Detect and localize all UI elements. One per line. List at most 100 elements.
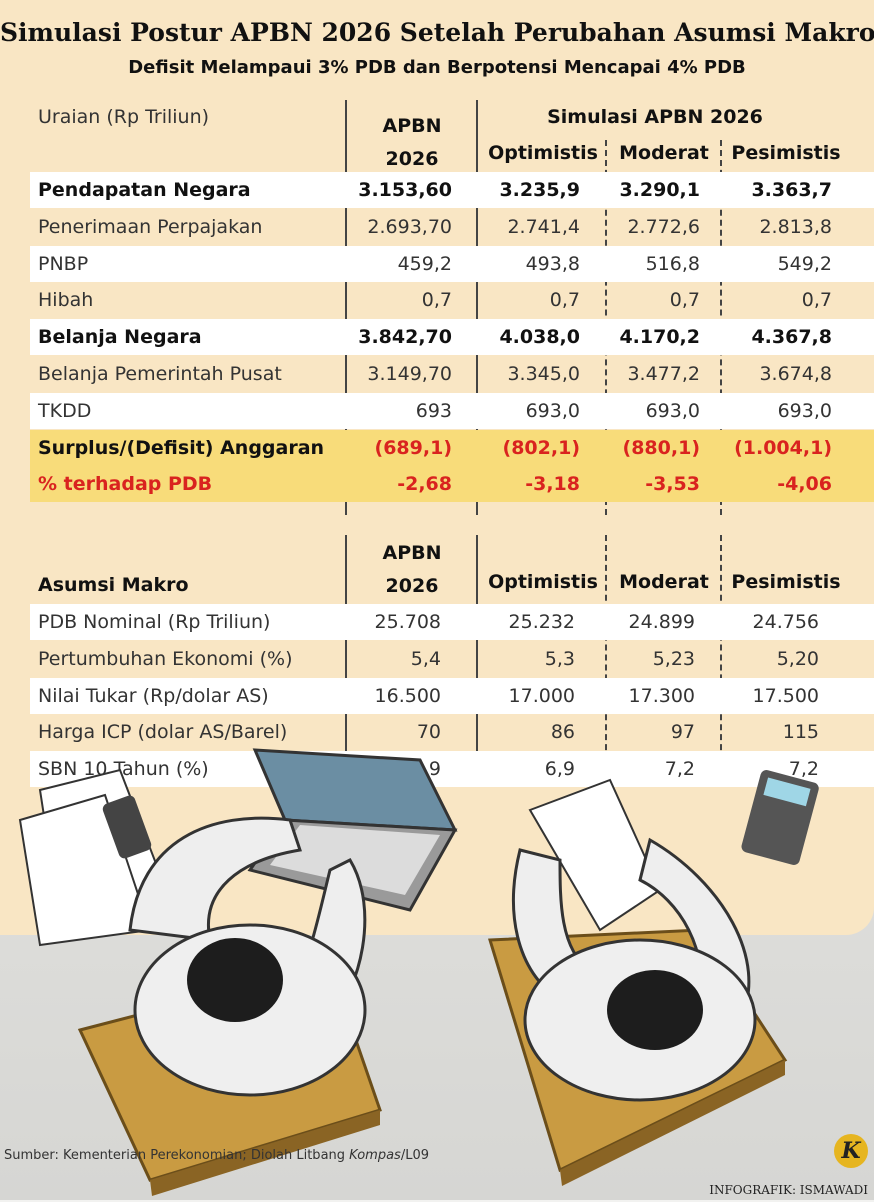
- column-header: Optimistis: [488, 142, 598, 164]
- illustration: [18, 748, 819, 1196]
- divider: [720, 535, 722, 780]
- source: Sumber: Kementerian Perekonomian; Diolah…: [4, 1144, 429, 1168]
- cell-value: 2.813,8: [759, 215, 832, 238]
- group-header: Simulasi APBN 2026: [547, 106, 763, 128]
- row-band: [30, 677, 874, 714]
- cell-value: (689,1): [374, 436, 452, 459]
- cell-value: 459,2: [397, 252, 452, 275]
- cell-value: 3.477,2: [627, 363, 700, 385]
- cell-value: 0,7: [549, 289, 580, 312]
- row-label: PDB Nominal (Rp Triliun): [38, 611, 271, 633]
- divider: [605, 535, 607, 780]
- divider: [345, 535, 347, 780]
- row-label: TKDD: [38, 399, 92, 422]
- title: Simulasi Postur APBN 2026 Setelah Peruba…: [0, 18, 874, 47]
- cell-value: 7,2: [664, 758, 695, 781]
- divider: [345, 100, 347, 515]
- row-label: Surplus/(Defisit) Anggaran: [38, 436, 325, 459]
- row-band: [30, 604, 874, 640]
- cell-value: 693,0: [777, 399, 832, 422]
- cell-value: 3.842,70: [358, 326, 452, 349]
- row-label: SBN 10 Tahun (%): [38, 758, 209, 781]
- credit: INFOGRAFIK: ISMAWADI: [709, 1183, 868, 1197]
- cell-value: 3.345,0: [507, 363, 580, 385]
- person-left: [128, 816, 367, 1097]
- cell-value: 493,8: [525, 252, 580, 275]
- cell-value: (880,1): [622, 436, 700, 459]
- cell-value: 549,2: [777, 252, 832, 275]
- cell-value: 25.232: [508, 611, 575, 633]
- cell-value: 115: [782, 721, 819, 744]
- row-label: Harga ICP (dolar AS/Barel): [38, 721, 288, 744]
- cell-value: -3,53: [645, 473, 700, 496]
- column-header: APBN 2026: [382, 542, 442, 597]
- subtitle: Defisit Melampaui 3% PDB dan Berpotensi …: [128, 57, 746, 78]
- cell-value: 4.367,8: [751, 326, 832, 349]
- column-header: APBN 2026: [382, 115, 442, 170]
- row-label: Hibah: [38, 289, 94, 312]
- cell-value: 7,2: [788, 758, 819, 781]
- column-header: Pesimistis: [731, 142, 841, 164]
- source-italic: Kompas: [349, 1148, 401, 1163]
- cell-value: -3,18: [525, 473, 580, 496]
- source-text: /L09: [400, 1148, 429, 1163]
- cell-value: 3.153,60: [358, 179, 452, 201]
- cell-value: 5,23: [652, 647, 695, 670]
- row-label: Nilai Tukar (Rp/dolar AS): [38, 684, 269, 707]
- cell-value: 24.756: [752, 611, 819, 633]
- cell-value: 17.000: [508, 684, 575, 707]
- row-band: [30, 429, 874, 467]
- cell-value: 25.708: [374, 611, 441, 633]
- cell-value: -4,06: [777, 473, 832, 496]
- row-label: Penerimaan Perpajakan: [38, 215, 263, 238]
- row-band: [30, 172, 874, 208]
- calculator: [741, 770, 819, 865]
- row-label: Pendapatan Negara: [38, 179, 251, 201]
- source-text: Sumber: Kementerian Perekonomian; Diolah…: [4, 1148, 350, 1163]
- divider: [476, 535, 478, 780]
- cell-value: 3.149,70: [367, 363, 452, 385]
- column-header: Pesimistis: [731, 571, 841, 593]
- cell-value: 4.170,2: [619, 326, 700, 349]
- cell-value: 3.290,1: [619, 179, 700, 201]
- row-label: Pertumbuhan Ekonomi (%): [38, 647, 293, 670]
- cell-value: 17.300: [628, 684, 695, 707]
- cell-value: 3.674,8: [759, 363, 832, 385]
- column-header: Uraian (Rp Triliun): [38, 106, 210, 128]
- cell-value: 70: [416, 721, 441, 744]
- papers: [18, 768, 662, 947]
- cell-value: 5,3: [544, 647, 575, 670]
- cell-value: (802,1): [502, 436, 580, 459]
- cell-value: 693,0: [645, 399, 700, 422]
- cell-value: 516,8: [645, 252, 700, 275]
- column-header: Moderat: [619, 571, 709, 593]
- row-band: [30, 245, 874, 282]
- cell-value: 97: [670, 721, 695, 744]
- row-label: Belanja Negara: [38, 326, 202, 349]
- row-band: [30, 392, 874, 429]
- cell-value: 86: [550, 721, 575, 744]
- cell-value: 3.363,7: [751, 179, 832, 201]
- cell-value: 24.899: [628, 611, 695, 633]
- cell-value: 0,7: [801, 289, 832, 312]
- cell-value: (1.004,1): [734, 436, 832, 459]
- row-band: [30, 751, 874, 788]
- cell-value: 6,9: [544, 758, 575, 781]
- cell-value: -2,68: [397, 473, 452, 496]
- column-header: Moderat: [619, 142, 709, 164]
- cell-value: 0,7: [669, 289, 700, 312]
- cell-value: 5,20: [776, 647, 819, 670]
- cell-value: 17.500: [752, 684, 819, 707]
- cell-value: 16.500: [374, 684, 441, 707]
- cell-value: 693,0: [525, 399, 580, 422]
- cell-value: 2.741,4: [507, 215, 580, 238]
- row-band: [30, 319, 874, 356]
- column-header: Asumsi Makro: [38, 574, 189, 596]
- logo: K: [834, 1134, 868, 1168]
- row-label: % terhadap PDB: [38, 473, 213, 496]
- column-header: Optimistis: [488, 571, 598, 593]
- cell-value: 2.693,70: [367, 215, 452, 238]
- row-band: [30, 466, 874, 503]
- cell-value: 693: [415, 399, 452, 422]
